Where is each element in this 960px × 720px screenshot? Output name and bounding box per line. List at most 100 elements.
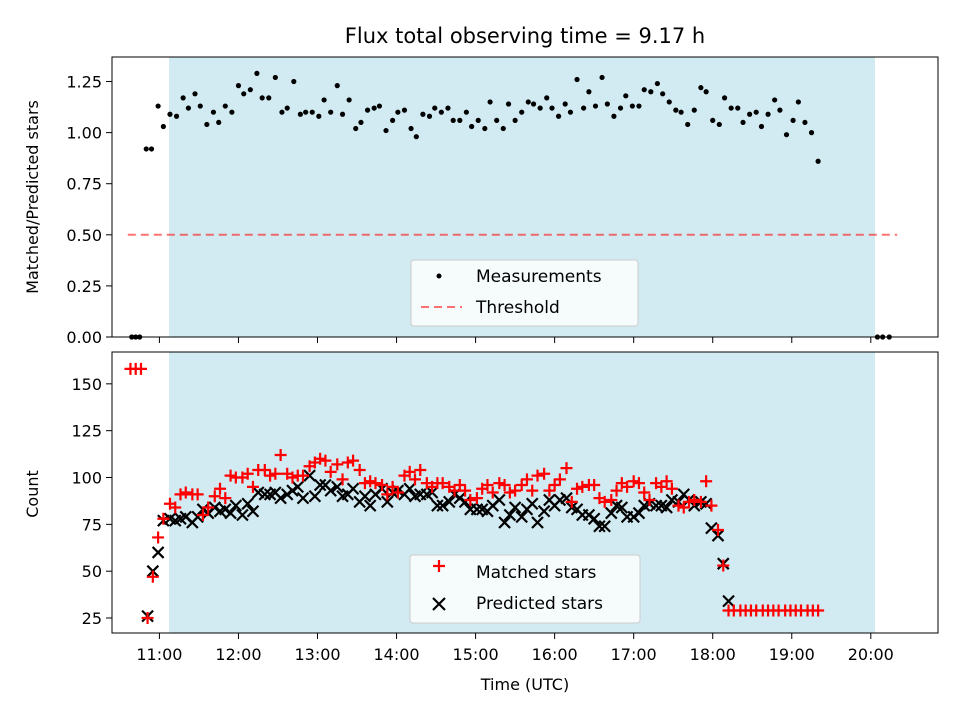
matched-star-point <box>174 488 187 501</box>
x-tick-label: 12:00 <box>215 645 261 664</box>
predicted-star-point <box>381 495 394 509</box>
predicted-star-point <box>458 495 472 509</box>
measurement-point <box>185 105 192 111</box>
measurement-point <box>390 117 396 123</box>
measurement-point <box>413 134 419 140</box>
predicted-star-point <box>274 491 287 505</box>
matched-star-point <box>369 477 382 490</box>
measurement-point <box>567 109 574 115</box>
measurement-point <box>197 103 203 109</box>
measurement-point <box>783 132 790 138</box>
measurement-point <box>525 99 531 105</box>
matched-star-point <box>560 462 573 475</box>
measurement-point <box>710 117 716 123</box>
measurement-point <box>316 113 322 119</box>
measurement-point <box>666 99 672 105</box>
measurement-point <box>309 109 315 115</box>
measurement-point <box>753 109 759 115</box>
x-tick-label: 13:00 <box>294 645 340 664</box>
bottom-y-ticks: 25 50 75 100 125 150 <box>71 375 112 628</box>
measurement-point <box>247 87 253 93</box>
matched-star-point <box>610 484 623 497</box>
measurement-point <box>376 103 383 109</box>
matched-star-point <box>470 492 483 505</box>
measurement-point <box>581 105 587 111</box>
measurement-point <box>321 97 327 103</box>
matched-star-point <box>364 475 377 488</box>
top-y-tick-label: 0.75 <box>66 175 102 194</box>
matched-star-point <box>655 480 668 493</box>
measurements-legend-label: Measurements <box>476 267 602 287</box>
bottom-y-tick-label: 50 <box>82 562 102 581</box>
measurement-point <box>272 74 278 81</box>
matched-star-point <box>241 467 254 480</box>
top-y-tick-label: 0.00 <box>66 328 102 347</box>
bottom-y-tick-label: 25 <box>82 609 102 628</box>
predicted-star-point <box>431 499 444 512</box>
matched-star-point <box>264 469 277 482</box>
predicted-star-point <box>229 499 243 512</box>
matched-star-point <box>341 456 354 469</box>
measurement-point <box>383 127 389 134</box>
matched-star-point <box>414 464 427 477</box>
predicted-star-point <box>699 497 713 511</box>
measurement-point <box>623 93 629 99</box>
measurement-point <box>636 103 642 109</box>
measurement-point <box>358 119 364 126</box>
matched-star-point <box>665 482 678 495</box>
predicted-star-point <box>303 469 316 482</box>
measurement-point <box>721 95 728 101</box>
measurement-point <box>482 125 488 132</box>
measurement-point <box>795 99 801 105</box>
matched-star-point <box>179 486 192 499</box>
top-x-ticks <box>158 337 872 343</box>
predicted-star-point <box>632 506 646 520</box>
measurement-point <box>420 111 426 117</box>
matched-star-point <box>381 488 394 501</box>
matched-star-point <box>486 486 499 499</box>
measurement-point <box>445 105 451 111</box>
measurement-point <box>297 111 303 117</box>
measurement-point <box>291 78 297 85</box>
measurement-point <box>599 74 605 81</box>
measurement-point <box>586 89 592 95</box>
bottom-axes-frame <box>111 351 939 634</box>
predicted-star-point <box>442 495 456 509</box>
measurement-point <box>685 121 691 128</box>
matched-star-point <box>700 475 713 488</box>
measurement-point <box>487 99 493 105</box>
matched-star-point <box>621 480 634 493</box>
matched-legend-marker <box>433 560 445 572</box>
predicted-star-point <box>498 516 511 529</box>
matched-star-point <box>157 512 170 525</box>
matched-star-point <box>638 486 651 499</box>
predicted-star-point <box>308 489 322 503</box>
predicted-star-point <box>191 510 204 524</box>
measurement-point <box>328 109 334 115</box>
measurement-point <box>735 105 741 111</box>
matched-star-point <box>812 604 825 617</box>
measurement-point <box>241 91 247 97</box>
measurement-point <box>654 80 660 87</box>
matched-points <box>124 362 825 625</box>
matched-star-point <box>436 477 449 490</box>
measurement-point <box>772 97 778 103</box>
x-tick-label: 11:00 <box>136 645 182 664</box>
matched-star-point <box>515 479 528 492</box>
matched-star-point <box>588 479 601 492</box>
x-tick-label: 19:00 <box>769 645 815 664</box>
predicted-star-point <box>403 482 417 496</box>
threshold-legend-label: Threshold <box>475 298 560 318</box>
measurement-point <box>808 130 815 136</box>
measurements-legend-marker <box>436 273 442 279</box>
matched-star-point <box>196 508 209 521</box>
matched-star-point <box>694 495 707 508</box>
matched-star-point <box>169 501 182 514</box>
matched-star-point <box>297 469 310 482</box>
matched-star-point <box>274 449 287 462</box>
matched-star-point <box>571 482 584 495</box>
measurement-point <box>691 107 697 113</box>
predicted-star-point <box>241 497 254 511</box>
matched-star-point <box>711 523 724 536</box>
matched-star-point <box>208 490 221 503</box>
